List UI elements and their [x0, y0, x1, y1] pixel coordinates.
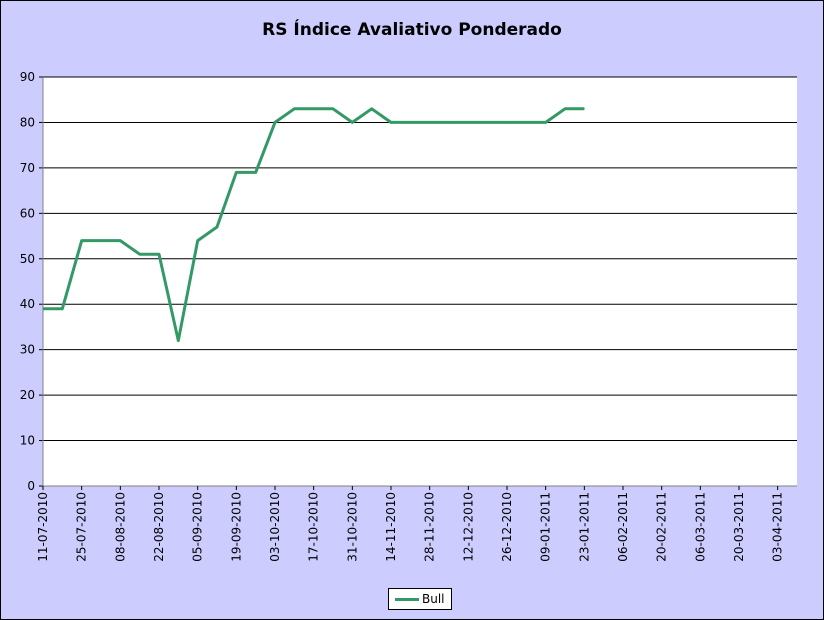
- x-tick-label: 06-03-2011: [693, 492, 707, 562]
- data-point: [390, 121, 392, 123]
- y-tick-label: 60: [20, 206, 35, 220]
- data-point: [61, 308, 63, 310]
- data-point: [332, 108, 334, 110]
- y-tick-label: 50: [20, 252, 35, 266]
- x-tick-label: 20-02-2011: [655, 492, 669, 562]
- x-tick-label: 03-04-2011: [771, 492, 785, 562]
- legend-swatch: [395, 598, 419, 601]
- plot-background: [43, 77, 797, 486]
- data-point: [119, 240, 121, 242]
- data-point: [216, 226, 218, 228]
- data-point: [467, 121, 469, 123]
- data-point: [583, 108, 585, 110]
- data-point: [139, 253, 141, 255]
- data-point: [351, 121, 353, 123]
- data-point: [545, 121, 547, 123]
- data-point: [525, 121, 527, 123]
- x-tick-label: 12-12-2010: [461, 492, 475, 562]
- y-tick-label: 0: [27, 479, 35, 493]
- chart-title: RS Índice Avaliativo Ponderado: [262, 20, 562, 40]
- data-point: [448, 121, 450, 123]
- data-point: [197, 240, 199, 242]
- x-tick-label: 17-10-2010: [307, 492, 321, 562]
- data-point: [409, 121, 411, 123]
- legend-label: Bull: [422, 592, 445, 606]
- data-point: [42, 308, 44, 310]
- x-tick-label: 20-03-2011: [732, 492, 746, 562]
- y-tick-label: 90: [20, 70, 35, 84]
- x-tick-label: 23-01-2011: [577, 492, 591, 562]
- x-tick-label: 08-08-2010: [113, 492, 127, 562]
- x-tick-label: 31-10-2010: [345, 492, 359, 562]
- y-tick-label: 30: [20, 343, 35, 357]
- y-tick-label: 20: [20, 388, 35, 402]
- data-point: [313, 108, 315, 110]
- data-point: [429, 121, 431, 123]
- x-tick-label: 25-07-2010: [75, 492, 89, 562]
- y-tick-label: 10: [20, 434, 35, 448]
- y-tick-label: 70: [20, 161, 35, 175]
- x-tick-label: 14-11-2010: [384, 492, 398, 562]
- x-tick-label: 19-09-2010: [229, 492, 243, 562]
- data-point: [564, 108, 566, 110]
- data-point: [506, 121, 508, 123]
- data-point: [100, 240, 102, 242]
- x-tick-label: 03-10-2010: [268, 492, 282, 562]
- x-tick-label: 05-09-2010: [191, 492, 205, 562]
- x-tick-label: 22-08-2010: [152, 492, 166, 562]
- y-tick-label: 80: [20, 115, 35, 129]
- data-point: [81, 240, 83, 242]
- legend: Bull: [388, 588, 452, 610]
- y-tick-label: 40: [20, 297, 35, 311]
- x-tick-label: 11-07-2010: [36, 492, 50, 562]
- x-tick-label: 28-11-2010: [423, 492, 437, 562]
- x-tick-label: 06-02-2011: [616, 492, 630, 562]
- x-tick-label: 09-01-2011: [539, 492, 553, 562]
- x-tick-label: 26-12-2010: [500, 492, 514, 562]
- data-point: [255, 171, 257, 173]
- data-point: [487, 121, 489, 123]
- data-point: [274, 121, 276, 123]
- data-point: [158, 253, 160, 255]
- plot-area: 0 10 20 30 40 50 60 70 80 90 11-07-2010 25-07-2010 0…: [20, 70, 797, 562]
- data-point: [235, 171, 237, 173]
- data-point: [371, 108, 373, 110]
- data-point: [293, 108, 295, 110]
- data-point: [177, 340, 179, 342]
